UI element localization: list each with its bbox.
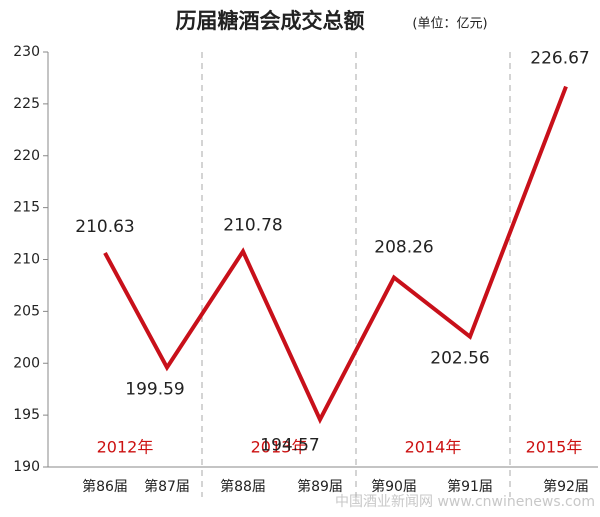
x-tick-label: 第91届 <box>447 478 493 495</box>
value-label: 202.56 <box>430 349 489 369</box>
line <box>103 85 568 425</box>
x-tick-label: 第92届 <box>543 478 589 495</box>
value-label: 199.59 <box>125 380 184 400</box>
watermark: 中国酒业新闻网 www.cnwinenews.com <box>335 494 595 510</box>
chart-subtitle: (单位：亿元) <box>412 17 487 32</box>
value-label: 208.26 <box>374 238 433 258</box>
year-label: 2015年 <box>526 438 583 457</box>
y-tick-label: 195 <box>13 407 40 423</box>
y-tick-label: 210 <box>13 252 40 268</box>
x-tick-label: 第87届 <box>144 478 190 495</box>
y-tick-label: 225 <box>13 96 40 112</box>
x-tick-label: 第88届 <box>220 478 266 495</box>
y-tick-label: 205 <box>13 303 40 319</box>
y-tick-label: 200 <box>13 355 40 371</box>
x-tick-label: 第89届 <box>297 478 343 495</box>
x-tick-label: 第86届 <box>82 478 128 495</box>
year-label: 2013年 <box>251 438 308 457</box>
value-label: 210.63 <box>75 217 134 237</box>
year-label: 2014年 <box>405 438 462 457</box>
value-label: 226.67 <box>530 49 589 69</box>
x-tick-label: 第90届 <box>371 478 417 495</box>
value-label: 194.57 <box>260 436 319 456</box>
y-tick-label: 190 <box>13 459 40 475</box>
value-label: 210.78 <box>223 215 282 235</box>
y-tick-label: 220 <box>13 148 40 164</box>
chart-title: 历届糖酒会成交总额 <box>176 9 365 33</box>
y-tick-label: 230 <box>13 44 40 60</box>
y-tick-label: 215 <box>13 200 40 216</box>
year-label: 2012年 <box>97 438 154 457</box>
